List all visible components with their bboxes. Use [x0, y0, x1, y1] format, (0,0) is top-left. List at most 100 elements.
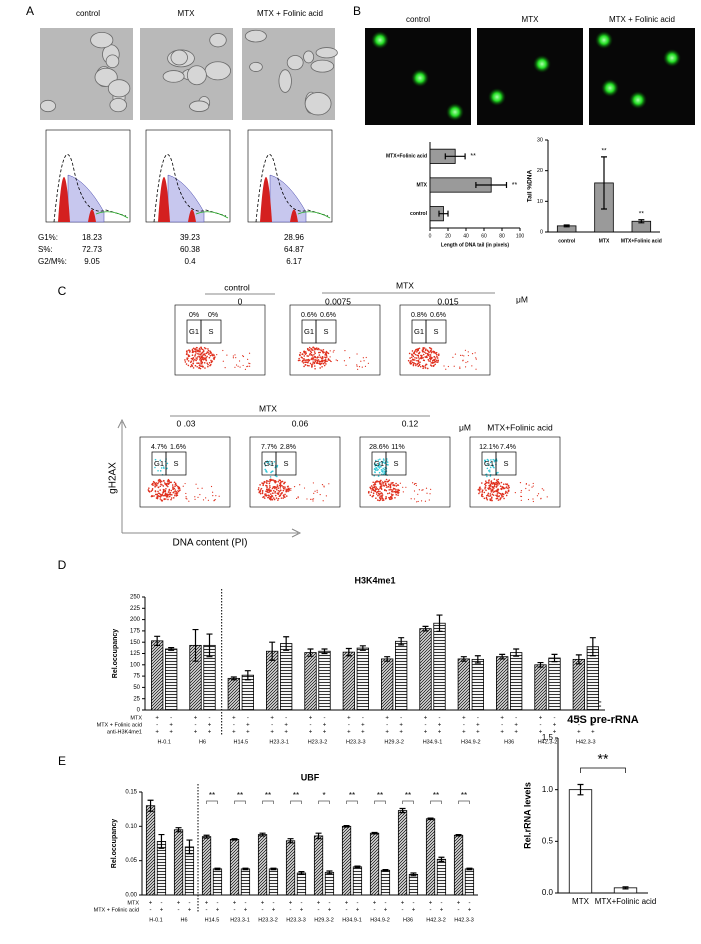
cell-event — [429, 493, 431, 495]
cell-event — [418, 489, 420, 491]
cell-event — [332, 351, 334, 353]
bar — [313, 835, 324, 896]
cell-event — [392, 487, 395, 490]
y-tick-label: 30 — [537, 137, 543, 143]
table-value: 64.87 — [284, 245, 305, 254]
condition-sign: - — [578, 723, 580, 729]
error-bar — [455, 833, 462, 837]
cell-event — [402, 491, 404, 493]
cell-event — [162, 485, 165, 487]
x-tick-label: H29.3-2 — [314, 917, 334, 923]
bar — [173, 829, 184, 896]
y-tick-label: 100 — [130, 662, 141, 668]
significance: ** — [209, 791, 215, 800]
cell-event — [162, 479, 165, 482]
cell-event — [313, 353, 315, 356]
condition-sign: - — [262, 908, 264, 914]
column-header: MTX — [522, 15, 540, 24]
cell-event — [150, 495, 153, 498]
column-header: MTX + Folinic acid — [609, 15, 675, 24]
cell-event — [420, 355, 423, 358]
cell-event — [234, 354, 236, 356]
cell-event — [491, 486, 494, 488]
y-tick-label: 10 — [537, 199, 543, 205]
cell-event — [203, 347, 206, 349]
cell-event — [392, 481, 394, 484]
condition-sign: + — [216, 908, 220, 914]
cell-event — [418, 363, 421, 366]
cell-event — [372, 492, 375, 495]
cell-event — [484, 483, 486, 486]
cell-event — [389, 498, 391, 501]
cell-event — [349, 357, 351, 359]
cell-event — [436, 355, 438, 358]
condition-sign: - — [515, 716, 517, 722]
condition-sign: + — [169, 730, 173, 736]
bar — [341, 825, 352, 896]
cell-event — [393, 484, 395, 487]
cell-event-gated — [269, 476, 272, 478]
cell-event — [381, 481, 384, 483]
cell-event — [424, 367, 427, 369]
cell-event — [170, 497, 173, 499]
error-bar — [206, 633, 213, 658]
cell-event — [461, 354, 463, 356]
cell-event — [157, 481, 160, 483]
error-bar — [244, 670, 251, 681]
cell-event — [344, 349, 346, 352]
cell-event — [261, 482, 263, 484]
histogram-g2-peak — [188, 209, 196, 222]
cell-event — [436, 361, 439, 363]
cell-event — [528, 484, 530, 486]
cell-event — [285, 490, 287, 492]
scatter-frame — [289, 304, 381, 376]
condition-sign: + — [457, 901, 461, 907]
cell-event — [316, 489, 318, 491]
cell-event — [495, 497, 498, 500]
cell-event — [402, 486, 404, 488]
cell-event — [430, 488, 432, 490]
cell-event — [432, 359, 435, 362]
cell-event — [395, 491, 397, 493]
x-tick-label: MTX — [599, 238, 610, 244]
cell-event — [490, 489, 493, 491]
cell-event — [497, 495, 500, 498]
cell-event — [408, 352, 411, 355]
condition-sign: - — [384, 901, 386, 907]
cell-event — [422, 353, 425, 356]
column-header: control — [406, 15, 430, 24]
cell-event — [303, 487, 306, 489]
error-bar — [513, 648, 520, 657]
cell-event — [380, 495, 382, 497]
cell-event — [372, 486, 374, 488]
cell-event — [185, 363, 188, 365]
gate-label: S — [323, 327, 328, 336]
condition-sign: + — [309, 716, 313, 722]
comet-nucleus — [601, 79, 619, 97]
cell-event — [412, 358, 415, 361]
condition-sign: + — [317, 901, 321, 907]
cell-event — [198, 347, 201, 350]
condition-sign: - — [195, 723, 197, 729]
condition-sign: + — [500, 730, 504, 736]
cell-event — [274, 481, 276, 483]
cell-event — [429, 354, 431, 356]
cell-event — [311, 366, 313, 368]
cell-event — [266, 488, 268, 490]
histogram-g2-peak — [88, 209, 96, 222]
cell-event — [528, 489, 530, 491]
cell-event — [282, 487, 285, 490]
cell-event — [194, 496, 196, 498]
cell-event — [260, 487, 263, 490]
cell-event — [384, 482, 387, 485]
error-bar — [359, 645, 366, 651]
cell-event — [493, 490, 496, 493]
condition-sign: + — [385, 730, 389, 736]
cell-event — [207, 348, 209, 350]
cell-event — [500, 488, 503, 490]
cell-event — [489, 493, 492, 495]
condition-sign: - — [244, 901, 246, 907]
condition-sign: + — [246, 730, 250, 736]
cell-event — [174, 485, 176, 488]
cell-event — [495, 479, 498, 481]
